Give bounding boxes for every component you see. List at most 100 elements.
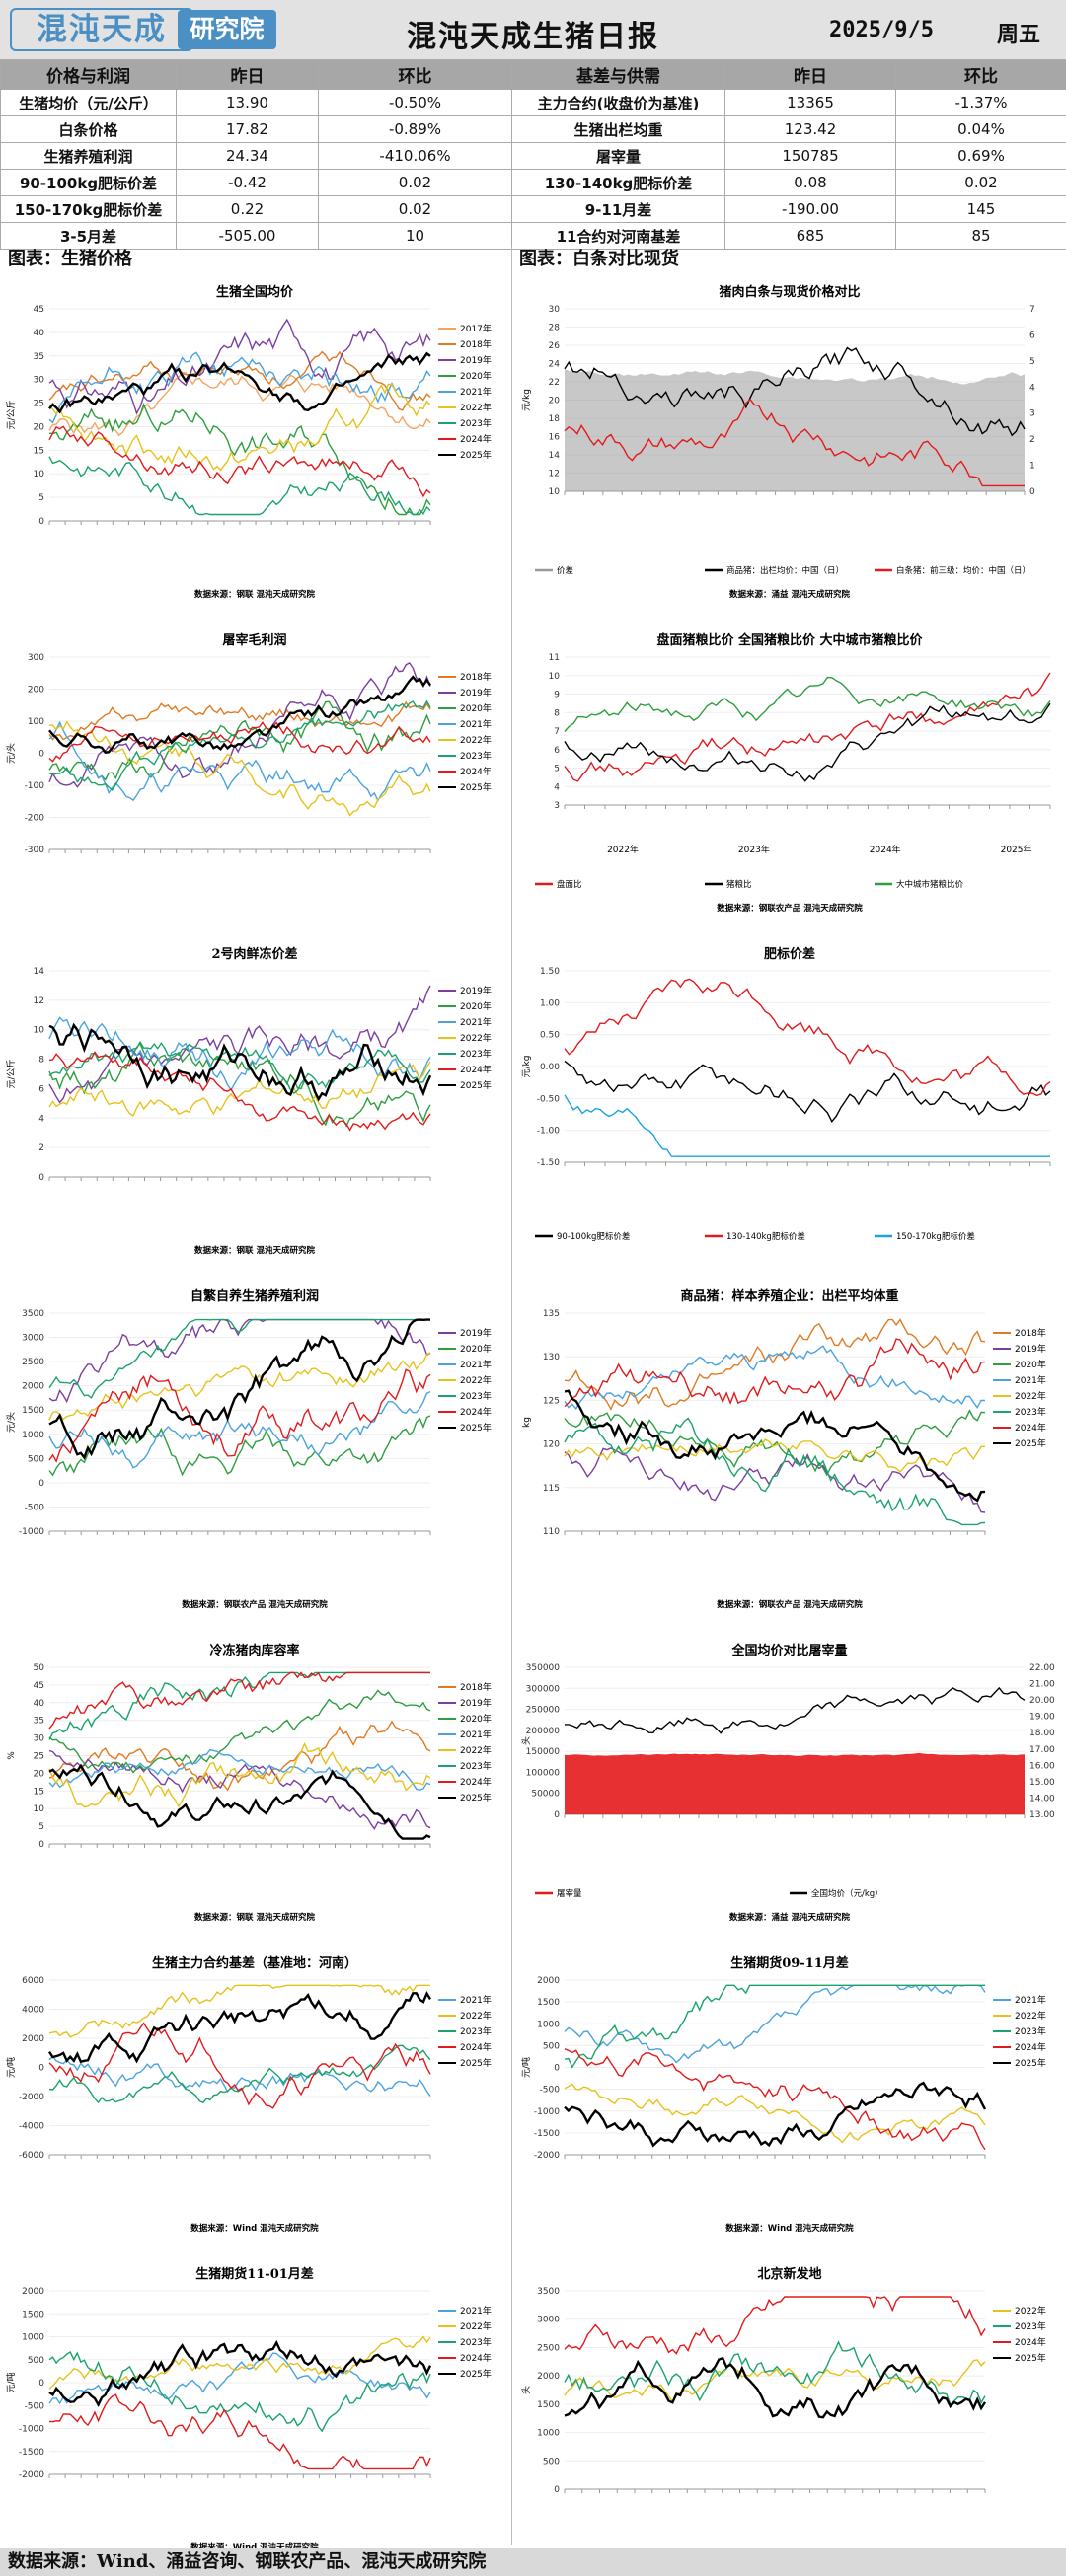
chart-title: 全国均价对比屠宰量 [730,1643,847,1658]
legend-label: 2024年 [460,2352,492,2364]
chart-panel: 生猪主力合约基差（基准地：河南） 6000 4000 2000 0 -2000 -4000 -… [0,1946,509,2248]
y-axis-label: 元/头 [6,1412,17,1433]
left-change-value: 10 [318,222,512,250]
legend-label: 2019年 [460,687,492,699]
y-tick-label: 1.00 [540,998,560,1008]
y-axis-label: 元/头 [6,743,17,764]
left-prev-value: 13.90 [176,89,319,116]
legend-label: 2021年 [460,1016,492,1028]
right-change-value: 145 [895,195,1066,223]
y2-tick-label: 13.00 [1029,1810,1055,1820]
legend-label: 2024年 [460,1776,492,1788]
table-row: 生猪均价（元/公斤） 13.90 -0.50% [0,89,512,116]
series-line [48,1671,430,1740]
y-tick-label: 100 [28,717,44,727]
y-tick-label: -100 [25,781,45,791]
y-tick-label: 0 [38,2064,44,2074]
legend-label: 2024年 [460,433,492,445]
y-tick-label: 200000 [526,1727,561,1736]
table-row: 白条价格 17.82 -0.89% [0,115,512,143]
y2-tick-label: 15.00 [1029,1778,1055,1788]
logo-main-text: 混沌天成 [10,8,193,51]
chart-source: 数据来源：钢联 混沌天成研究院 [194,589,315,600]
legend-label: 2025年 [460,781,492,793]
left-header-cell: 价格与利润 [0,59,177,90]
series-line [48,2044,431,2104]
legend-label: 150-170kg肥标价差 [896,1231,975,1242]
y-tick-label: 500 [543,2457,560,2466]
y2-tick-label: 3 [1029,409,1035,419]
series-line [48,2393,431,2470]
chart-9: 全国均价对比屠宰量 350000 300000 250000 200000 150000 1… [521,1643,1055,1923]
y-tick-label: -300 [25,846,45,855]
y-tick-label: 0 [38,1479,44,1489]
chart-title: 自繁自养生猪养殖利润 [190,1288,319,1304]
y-tick-label: 12 [34,996,44,1006]
legend-label: 2021年 [460,1994,492,2006]
y-tick-label: 4 [554,782,560,792]
y-tick-label: 1000 [537,2020,560,2029]
series-line [564,2359,986,2403]
y-tick-label: 300000 [526,1684,561,1694]
x-group-label: 2023年 [738,844,770,855]
legend-label: 2025年 [460,449,492,461]
section-title-left: 图表：生猪价格 [8,249,132,269]
legend-label: 2022年 [460,1744,492,1756]
series-line [564,2356,987,2419]
table-row: 150-170kg肥标价差 0.22 0.02 [0,195,512,223]
series-line [48,383,431,472]
legend-label: 2019年 [460,1327,492,1339]
y-tick-label: 120 [543,1440,560,1450]
legend-label: 2022年 [1015,2010,1046,2022]
right-metric-name: 屠宰量 [511,142,725,170]
series-line [564,1389,986,1503]
chart-12: 生猪期货11-01月差 2000 1500 1000 500 0 -500 -1000 -150… [5,2266,492,2553]
y2-tick-label: 19.00 [1029,1713,1055,1723]
right-metric-name: 生猪出栏均重 [511,115,725,143]
left-change-value: -0.89% [318,115,512,143]
series-line [48,1689,431,1774]
chart-title: 冷冻猪肉库容率 [209,1643,299,1658]
left-change-value: 0.02 [318,169,512,196]
y-tick-label: 0.50 [540,1031,560,1041]
chart-11: 生猪期货09-11月差 2000 1500 1000 500 0 -500 -1000 -150… [520,1955,1046,2234]
y-axis-label: 元/吨 [5,2372,17,2392]
series-line [48,1415,431,1477]
table-row: 主力合约(收盘价为基准) 13365 -1.37% [511,89,1066,116]
legend-label: 猪粮比 [726,879,752,890]
legend-label: 2025年 [460,2368,492,2380]
y-tick-label: -500 [25,1503,45,1512]
left-metric-name: 生猪均价（元/公斤） [0,89,177,116]
series-line [48,2022,431,2109]
y-tick-label: 4000 [22,2006,44,2016]
legend-label: 2022年 [460,1374,492,1386]
y-tick-label: 30 [549,305,561,315]
y-tick-label: 3000 [537,2316,560,2325]
y-tick-label: 2 [38,1143,44,1153]
y-tick-label: 8 [554,708,560,718]
y-axis-label: 元/吨 [5,2057,17,2078]
legend-label: 2020年 [460,1713,492,1725]
y-axis-label: 头 [521,2386,532,2394]
y-tick-label: 0 [554,2485,560,2495]
series-line [564,1447,986,1513]
series-line [48,661,431,788]
right-metric-name: 130-140kg肥标价差 [511,169,725,196]
y-tick-label: -200 [25,814,45,824]
legend-label: 2023年 [1015,2025,1046,2037]
left-prev-value: 24.34 [176,142,319,170]
chart-7: 商品猪：样本养殖企业：出栏平均体重 135 130 125 120 115 110 kg 201… [522,1288,1046,1610]
y-tick-label: 5 [554,765,560,774]
y-axis-label: 元/公斤 [6,400,17,429]
chart-10: 生猪主力合约基差（基准地：河南） 6000 4000 2000 0 -2000 -4000 -… [5,1955,492,2234]
chart-panel: 猪肉白条与现货价格对比 30 28 26 24 22 20 18 16 14 12 10 7 6 5 4 3 2 1… [515,274,1064,615]
series-line [564,346,1026,437]
y-tick-label: 1000 [22,2333,44,2343]
y-tick-label: -1000 [534,2107,560,2117]
y-tick-label: 1000 [537,2429,560,2439]
legend-label: 2022年 [460,402,492,413]
legend-label: 2025年 [1015,2057,1046,2069]
y-tick-label: 20 [34,1769,45,1779]
right-change-value: -1.37% [895,89,1066,116]
series-line [564,1438,986,1473]
